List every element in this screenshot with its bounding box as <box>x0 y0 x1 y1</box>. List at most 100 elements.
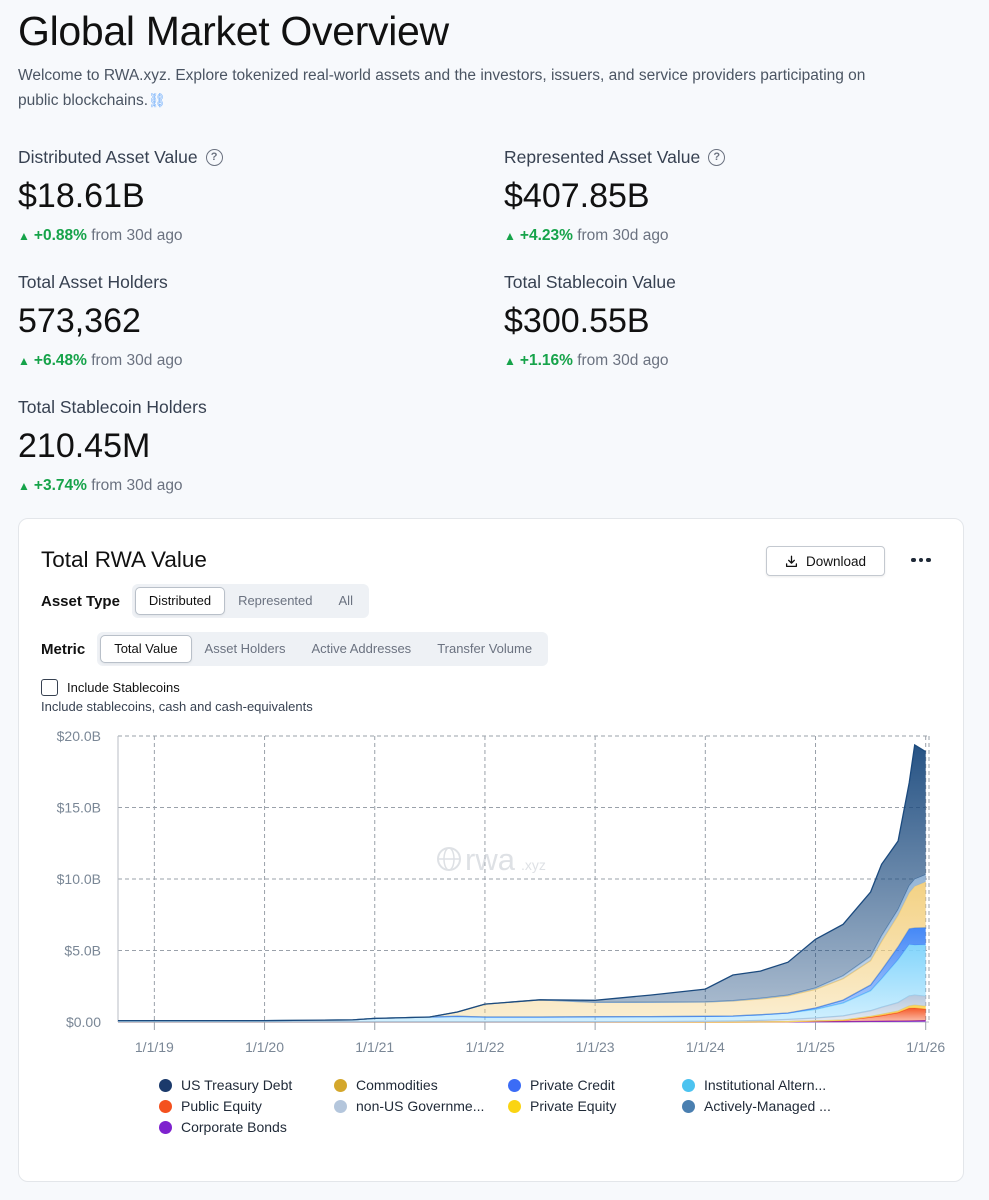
legend-swatch <box>682 1078 695 1092</box>
legend-swatch <box>508 1078 521 1092</box>
legend-item[interactable]: Private Credit <box>508 1077 615 1093</box>
legend-label: non-US Governme... <box>356 1098 485 1114</box>
legend-item[interactable]: Corporate Bonds <box>159 1119 287 1135</box>
metric-toggle: Total Value Asset Holders Active Address… <box>97 632 549 666</box>
metric-asset-holders[interactable]: Asset Holders <box>204 641 286 656</box>
x-tick-label: 1/1/20 <box>245 1039 284 1055</box>
legend-item[interactable]: Private Equity <box>508 1098 616 1114</box>
stat-label-text: Represented Asset Value <box>504 146 701 167</box>
stat-change: ▲ +6.48% from 30d ago <box>18 352 183 370</box>
asset-type-represented[interactable]: Represented <box>238 593 313 608</box>
legend-label: Corporate Bonds <box>181 1119 287 1135</box>
stat-change-percent: +6.48% <box>33 352 87 369</box>
legend-label: Private Credit <box>530 1077 615 1093</box>
stat-total-asset-holders: Total Asset Holders 573,362 ▲ +6.48% from… <box>18 270 183 370</box>
legend-label: Public Equity <box>181 1098 262 1114</box>
chart-axes: $0.00 $5.0B $10.0B $15.0B $20.0B 1/1/19 1/1/20… <box>57 728 946 1055</box>
stat-change: ▲ +0.88% from 30d ago <box>18 227 223 245</box>
stat-distributed-asset-value: Distributed Asset Value? $18.61B ▲ +0.88%… <box>18 145 223 245</box>
y-tick-label: $5.0B <box>64 943 101 959</box>
stat-value: $18.61B <box>18 177 145 215</box>
legend-label: Commodities <box>356 1077 438 1093</box>
area-us-treasury-debt <box>118 744 926 1021</box>
legend-item[interactable]: Public Equity <box>159 1098 262 1114</box>
help-icon[interactable]: ? <box>708 148 726 166</box>
include-stablecoins-label[interactable]: Include Stablecoins <box>67 680 180 695</box>
legend-item[interactable]: non-US Governme... <box>334 1098 484 1114</box>
help-icon[interactable]: ? <box>205 148 223 166</box>
metric-row: Metric Total Value Asset Holders Active … <box>41 632 549 666</box>
up-arrow-icon: ▲ <box>18 479 30 493</box>
legend-item[interactable]: Actively-Managed ... <box>682 1098 831 1114</box>
legend-label: Private Equity <box>530 1098 617 1114</box>
legend-swatch <box>682 1099 695 1113</box>
stat-change: ▲ +4.23% from 30d ago <box>504 227 725 245</box>
rwa-watermark: rwa .xyz <box>437 842 546 877</box>
up-arrow-icon: ▲ <box>504 229 516 243</box>
x-tick-label: 1/1/24 <box>686 1039 725 1055</box>
watermark-text: rwa <box>465 842 516 877</box>
x-tick-label: 1/1/26 <box>906 1039 945 1055</box>
stat-value: 210.45M <box>18 427 151 465</box>
legend-item[interactable]: Commodities <box>334 1077 438 1093</box>
metric-total-value[interactable]: Total Value <box>100 635 192 663</box>
asset-type-toggle: Distributed Represented All <box>131 584 369 618</box>
stat-change-suffix: from 30d ago <box>91 477 183 494</box>
legend-swatch <box>159 1078 172 1092</box>
legend-swatch <box>508 1099 521 1113</box>
area-non-us-government-debt <box>118 995 926 1022</box>
asset-type-label: Asset Type <box>41 592 120 610</box>
x-tick-label: 1/1/23 <box>576 1039 615 1055</box>
download-label: Download <box>805 553 867 569</box>
line-us-treasury-debt <box>118 743 927 1022</box>
legend-swatch <box>159 1099 172 1113</box>
legend-item[interactable]: Institutional Altern... <box>682 1077 826 1093</box>
stat-change-suffix: from 30d ago <box>577 227 669 244</box>
asset-type-row: Asset Type Distributed Represented All <box>41 584 369 618</box>
page-intro: Welcome to RWA.xyz. Explore tokenized re… <box>18 64 868 113</box>
stat-total-stablecoin-holders: Total Stablecoin Holders 210.45M ▲ +3.74%… <box>18 395 207 495</box>
x-tick-label: 1/1/25 <box>796 1039 835 1055</box>
legend-label: Institutional Altern... <box>704 1077 827 1093</box>
rwa-value-card: Total RWA Value Download Asset Type Dist… <box>18 518 964 1182</box>
stat-label-text: Distributed Asset Value <box>18 146 198 167</box>
stat-change-percent: +1.16% <box>519 352 573 369</box>
y-tick-label: $0.00 <box>66 1014 101 1030</box>
y-tick-label: $15.0B <box>57 800 101 816</box>
card-title: Total RWA Value <box>41 547 207 572</box>
legend-label: Actively-Managed ... <box>704 1098 831 1114</box>
stat-label-text: Total Stablecoin Holders <box>18 396 207 417</box>
stat-change-suffix: from 30d ago <box>577 352 669 369</box>
download-icon <box>785 555 797 567</box>
download-button[interactable]: Download <box>766 546 885 576</box>
metric-transfer-volume[interactable]: Transfer Volume <box>437 641 533 656</box>
stat-label: Total Stablecoin Holders <box>18 395 207 419</box>
metric-active-addresses[interactable]: Active Addresses <box>311 641 412 656</box>
up-arrow-icon: ▲ <box>18 354 30 368</box>
stat-label-text: Total Stablecoin Value <box>504 271 676 292</box>
y-tick-label: $10.0B <box>57 871 101 887</box>
asset-type-distributed[interactable]: Distributed <box>134 587 226 615</box>
legend-item[interactable]: US Treasury Debt <box>159 1077 292 1093</box>
asset-type-all[interactable]: All <box>338 593 353 608</box>
stat-change-percent: +4.23% <box>519 227 573 244</box>
stat-label: Total Stablecoin Value <box>504 270 676 294</box>
legend-swatch <box>159 1120 172 1134</box>
intro-text: Welcome to RWA.xyz. Explore tokenized re… <box>18 67 866 109</box>
stat-change-percent: +3.74% <box>33 477 87 494</box>
include-stablecoins-checkbox[interactable] <box>41 679 58 696</box>
area-institutional-alternative-funds <box>118 944 926 1022</box>
stat-label: Represented Asset Value? <box>504 145 726 169</box>
stat-value: $300.55B <box>504 302 650 340</box>
rwa-area-chart: rwa .xyz $0.00 $5.0B $10.0B $15.0B $20.0B 1/1… <box>57 728 946 1055</box>
page-title: Global Market Overview <box>18 8 449 54</box>
legend-swatch <box>334 1078 347 1092</box>
stat-value: $407.85B <box>504 177 650 215</box>
chart-areas <box>118 743 927 1023</box>
stat-represented-asset-value: Represented Asset Value? $407.85B ▲ +4.23… <box>504 145 726 245</box>
more-options-icon[interactable] <box>908 552 934 568</box>
legend-swatch <box>334 1099 347 1113</box>
legend-label: US Treasury Debt <box>181 1077 293 1093</box>
stat-change: ▲ +3.74% from 30d ago <box>18 477 207 495</box>
up-arrow-icon: ▲ <box>504 354 516 368</box>
